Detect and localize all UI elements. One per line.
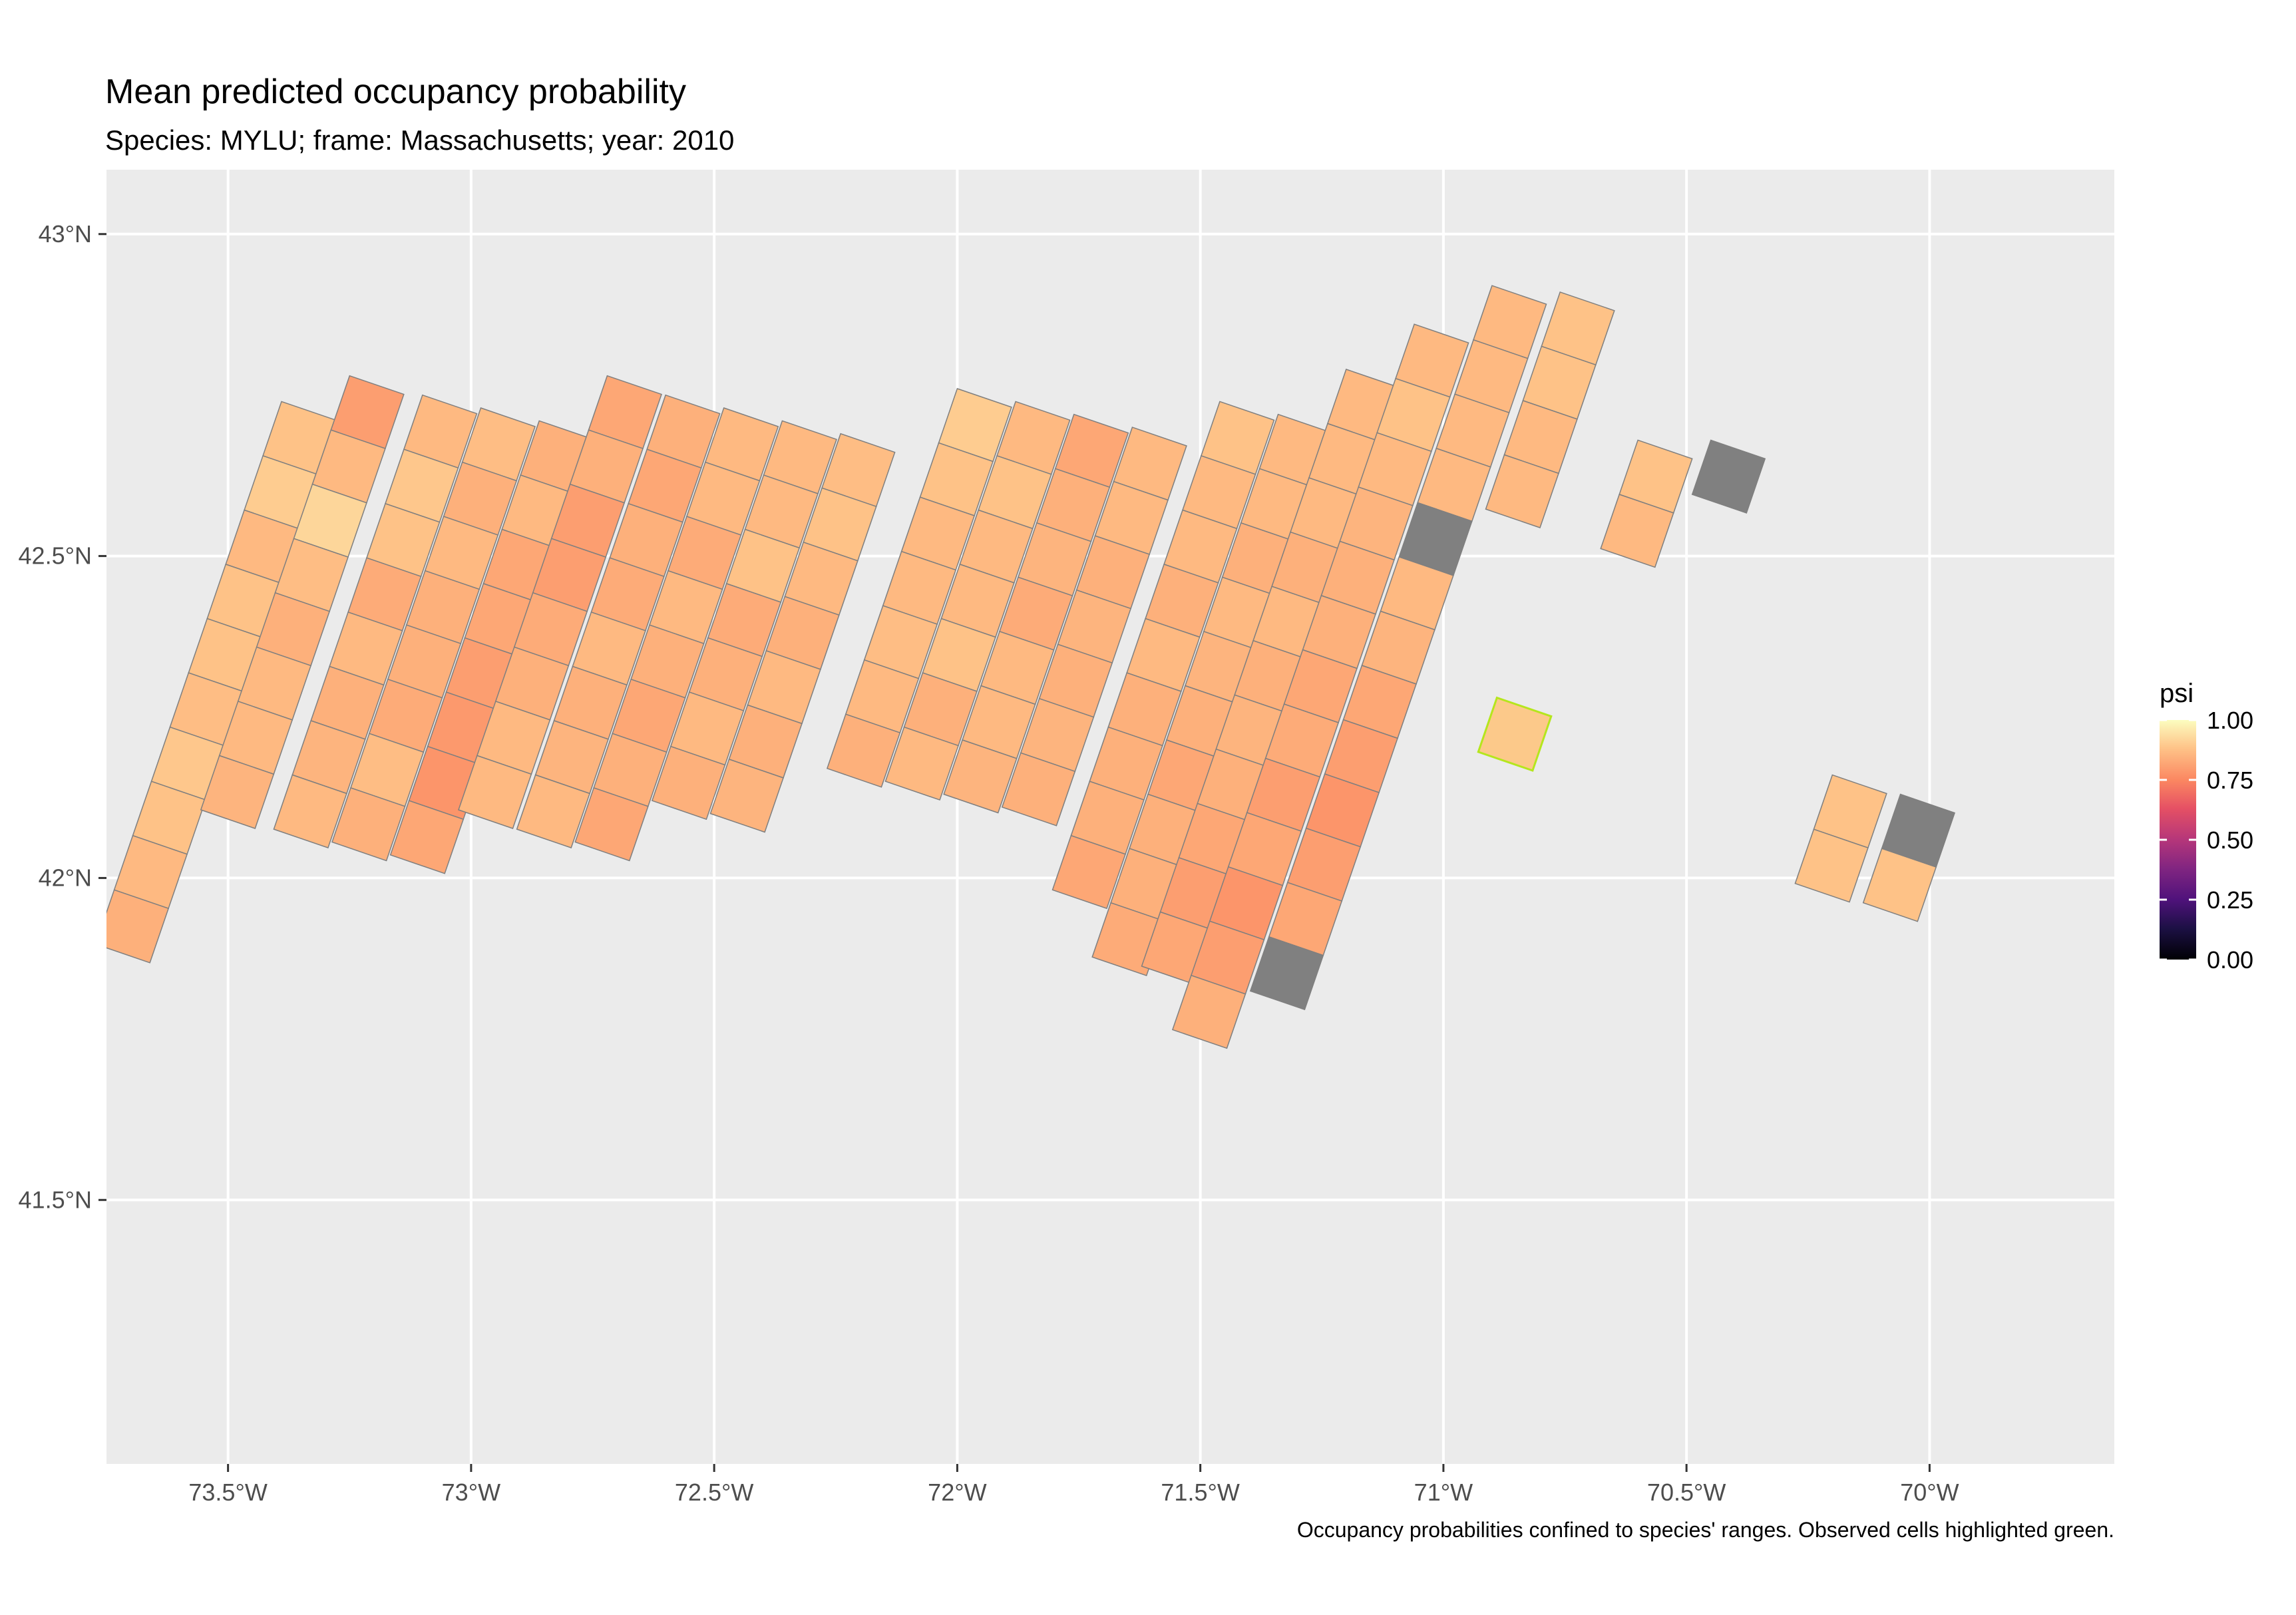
x-tick-label-0: 73.5°W [188, 1479, 267, 1506]
y-tick-label-0: 43°N [39, 220, 92, 248]
x-tick-label-3: 72°W [928, 1479, 986, 1506]
cell-23-1 [1862, 848, 1937, 922]
cell-4-7 [389, 800, 465, 874]
cell-17-12 [1171, 974, 1246, 1049]
x-tick-label-2: 72.5°W [675, 1479, 753, 1506]
cell-19-3 [1485, 454, 1559, 528]
y-tick-label-1: 42.5°N [19, 542, 92, 570]
legend-label-4: 0.00 [2207, 946, 2253, 974]
cell-3-7 [331, 787, 406, 862]
cell-22-1 [1794, 828, 1869, 903]
cell-1-7 [200, 755, 275, 829]
x-tick-label-4: 71.5°W [1161, 1479, 1239, 1506]
cell-18-12 [1249, 936, 1324, 1011]
cell-9-6 [709, 759, 784, 833]
legend-label-1: 0.75 [2207, 767, 2253, 794]
legend: psi 1.00 0.75 0.50 0.25 0.00 [2160, 679, 2253, 974]
cell-11-6 [884, 726, 959, 801]
x-axis: 73.5°W 73°W 72.5°W 72°W 71.5°W 71°W 70.5°W 70°W [188, 1464, 1959, 1506]
legend-title: psi [2160, 679, 2194, 708]
cell-5-7 [458, 755, 532, 829]
cell-10-6 [826, 713, 901, 788]
y-tick-label-2: 42°N [39, 864, 92, 891]
cell-12-6 [943, 739, 1018, 814]
cell-20-1 [1600, 494, 1674, 568]
observed-cell-0 [1477, 696, 1553, 772]
cell-21-0 [1691, 439, 1766, 514]
legend-label-2: 0.50 [2207, 826, 2253, 854]
y-axis: 43°N 42.5°N 42°N 41.5°N [19, 220, 106, 1213]
chart-title: Mean predicted occupancy probability [105, 73, 686, 111]
legend-label-0: 1.00 [2207, 707, 2253, 734]
cell-0-9 [106, 889, 170, 964]
legend-label-3: 0.25 [2207, 886, 2253, 914]
cell-14-8 [1052, 834, 1126, 910]
chart-subtitle: Species: MYLU; frame: Massachusetts; yea… [105, 124, 734, 156]
y-tick-label-3: 41.5°N [19, 1186, 92, 1213]
cell-13-6 [1001, 752, 1076, 826]
cell-8-6 [651, 745, 726, 820]
chart-caption: Occupancy probabilities confined to spec… [1297, 1518, 2114, 1542]
x-tick-label-6: 70.5°W [1647, 1479, 1726, 1506]
x-tick-label-5: 71°W [1414, 1479, 1473, 1506]
cell-6-7 [516, 774, 591, 848]
x-tick-label-7: 70°W [1900, 1479, 1959, 1506]
occupancy-cells [106, 285, 1956, 1049]
cell-7-7 [574, 787, 649, 862]
x-tick-label-1: 73°W [442, 1479, 500, 1506]
cell-2-7 [273, 774, 347, 848]
